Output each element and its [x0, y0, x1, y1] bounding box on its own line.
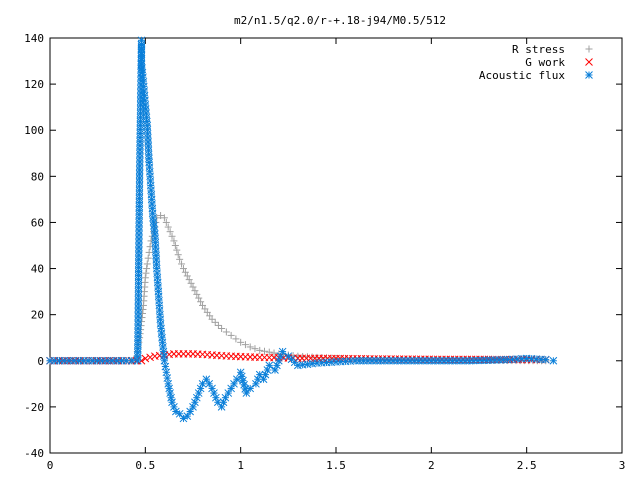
- data-point: [246, 343, 254, 351]
- legend-label: G work: [525, 56, 565, 69]
- chart-title: m2/n1.5/q2.0/r-+.18-j94/M0.5/512: [234, 14, 446, 27]
- data-point: [270, 349, 278, 357]
- data-point: [166, 228, 174, 236]
- data-point: [197, 298, 205, 306]
- x-tick-label: 1: [237, 459, 244, 472]
- y-tick-label: 40: [31, 263, 44, 276]
- data-point: [145, 248, 153, 256]
- data-point: [143, 265, 151, 273]
- y-tick-label: 140: [24, 32, 44, 45]
- data-point: [232, 335, 240, 343]
- data-point: [221, 393, 230, 402]
- data-point: [261, 347, 268, 355]
- data-point: [227, 331, 235, 339]
- legend-marker: [585, 71, 593, 79]
- data-point: [142, 269, 150, 277]
- y-tick-label: 20: [31, 309, 44, 322]
- data-point: [187, 279, 195, 287]
- data-point: [218, 325, 226, 332]
- data-point: [122, 356, 131, 365]
- data-point: [193, 290, 201, 298]
- data-point: [198, 379, 207, 388]
- data-point: [160, 214, 168, 222]
- x-tick-label: 3: [619, 459, 626, 472]
- data-point: [164, 223, 172, 231]
- data-point: [224, 389, 233, 397]
- data-point: [189, 283, 197, 291]
- x-axis-ticks: 0 0.5 1 1.5 2 2.5 3: [47, 38, 626, 472]
- data-point: [205, 379, 214, 388]
- data-point: [191, 287, 199, 295]
- data-point: [141, 274, 149, 282]
- legend-marker: [585, 58, 593, 66]
- series-r-stress: [46, 212, 550, 365]
- data-point: [214, 321, 222, 329]
- data-point: [508, 355, 517, 364]
- y-tick-label: 100: [24, 124, 44, 137]
- data-point: [237, 338, 245, 346]
- data-point: [276, 352, 285, 361]
- data-point: [256, 346, 264, 354]
- data-point: [246, 384, 255, 393]
- data-point: [222, 328, 230, 336]
- data-point: [170, 237, 178, 245]
- data-point: [183, 272, 191, 280]
- data-point: [167, 393, 175, 402]
- data-point: [242, 389, 251, 397]
- data-point: [265, 361, 274, 370]
- data-point: [144, 254, 152, 262]
- y-tick-label: 80: [31, 170, 44, 183]
- y-tick-label: 60: [31, 216, 44, 229]
- y-tick-label: 120: [24, 78, 44, 91]
- y-tick-label: 0: [37, 355, 44, 368]
- data-point: [179, 265, 187, 273]
- series-layer: [46, 36, 558, 423]
- data-point: [181, 268, 189, 276]
- data-point: [211, 318, 219, 326]
- x-tick-label: 2.5: [517, 459, 537, 472]
- data-point: [195, 294, 203, 302]
- y-tick-label: -20: [24, 401, 44, 414]
- x-tick-label: 0.5: [135, 459, 155, 472]
- data-point: [549, 356, 558, 365]
- data-point: [541, 355, 550, 364]
- data-point: [157, 212, 165, 220]
- data-point: [171, 242, 179, 249]
- x-tick-label: 2: [428, 459, 435, 472]
- data-point: [178, 260, 186, 268]
- data-point: [173, 246, 181, 254]
- data-point: [208, 315, 216, 323]
- x-tick-label: 0: [47, 459, 54, 472]
- data-point: [278, 347, 287, 356]
- data-point: [175, 409, 184, 418]
- legend-marker: [585, 45, 593, 53]
- y-tick-label: -40: [24, 447, 44, 460]
- x-tick-label: 1.5: [326, 459, 346, 472]
- data-point: [141, 354, 150, 363]
- y-axis-ticks: -40 -20 0 20 40 60 80 100 120 140: [24, 32, 622, 460]
- data-point: [174, 251, 182, 259]
- data-point: [143, 260, 151, 268]
- data-point: [168, 232, 176, 240]
- data-point: [251, 345, 259, 353]
- data-point: [166, 389, 174, 397]
- data-point: [160, 356, 169, 365]
- legend-label: R stress: [512, 43, 565, 56]
- data-point: [146, 353, 154, 362]
- data-point: [165, 384, 174, 393]
- series-acoustic-flux: [46, 36, 558, 423]
- data-point: [162, 218, 170, 226]
- data-point: [176, 255, 184, 263]
- data-point: [164, 379, 173, 388]
- data-point: [185, 276, 193, 284]
- data-point: [265, 348, 273, 356]
- data-point: [171, 407, 180, 416]
- legend-label: Acoustic flux: [479, 69, 565, 82]
- data-point: [241, 341, 249, 349]
